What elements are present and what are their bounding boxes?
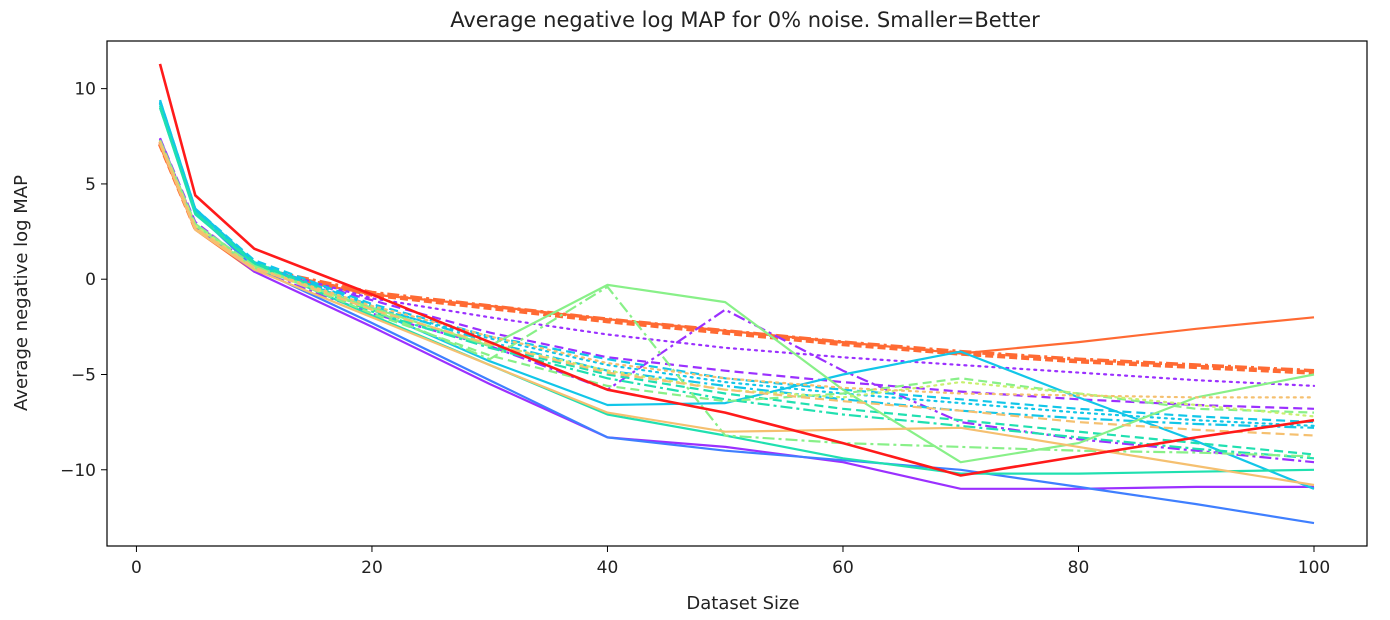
series-line-4 bbox=[158, 139, 1316, 387]
series-line-8 bbox=[158, 101, 1315, 525]
x-tick-label: 20 bbox=[361, 558, 383, 578]
x-axis-label: Dataset Size bbox=[686, 593, 799, 614]
series-line-5 bbox=[158, 137, 1315, 410]
y-tick-label: 10 bbox=[74, 80, 96, 100]
series-line-14 bbox=[158, 105, 1315, 456]
series-line-6 bbox=[158, 141, 1315, 464]
ticks-layer: 0 20 40 60 80 100 −10 −5 0 5 10 bbox=[60, 80, 1330, 578]
y-tick-label: 0 bbox=[85, 270, 96, 290]
x-tick-label: 100 bbox=[1298, 558, 1330, 578]
chart-title: Average negative log MAP for 0% noise. S… bbox=[450, 8, 1040, 32]
x-tick-label: 0 bbox=[131, 558, 142, 578]
series-line-15 bbox=[158, 107, 1315, 460]
series-line-13 bbox=[158, 107, 1315, 475]
series-line-7 bbox=[158, 137, 1314, 490]
x-tick-label: 80 bbox=[1068, 558, 1090, 578]
series-line-10 bbox=[158, 99, 1315, 424]
y-tick-label: −5 bbox=[71, 365, 96, 385]
series-line-21 bbox=[158, 141, 1315, 437]
y-tick-label: −10 bbox=[60, 461, 96, 481]
series-line-22 bbox=[158, 140, 1316, 399]
y-tick-label: 5 bbox=[85, 175, 96, 195]
x-tick-label: 60 bbox=[832, 558, 854, 578]
series-line-3 bbox=[158, 141, 1315, 373]
series-line-2 bbox=[157, 143, 1315, 375]
series-layer bbox=[157, 63, 1316, 525]
series-line-1 bbox=[158, 145, 1315, 355]
y-axis-label: Average negative log MAP bbox=[11, 175, 32, 411]
x-tick-label: 40 bbox=[597, 558, 619, 578]
series-line-16 bbox=[158, 141, 1315, 464]
series-line-20 bbox=[158, 143, 1315, 487]
series-line-17 bbox=[158, 139, 1315, 458]
series-line-23 bbox=[158, 63, 1315, 477]
plot-frame bbox=[106, 40, 1368, 547]
